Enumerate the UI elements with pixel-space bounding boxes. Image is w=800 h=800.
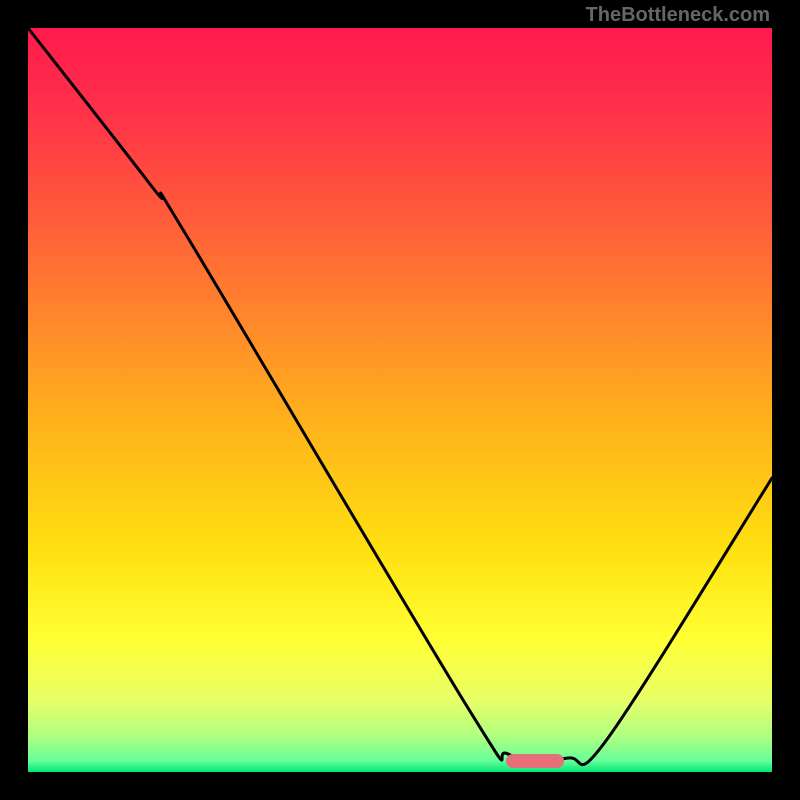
watermark-text: TheBottleneck.com (586, 4, 770, 27)
curve-overlay-svg (0, 0, 800, 800)
chart-container: TheBottleneck.com (0, 0, 800, 800)
optimum-marker (506, 754, 564, 768)
plot-group (28, 28, 772, 768)
bottleneck-curve (28, 28, 772, 765)
